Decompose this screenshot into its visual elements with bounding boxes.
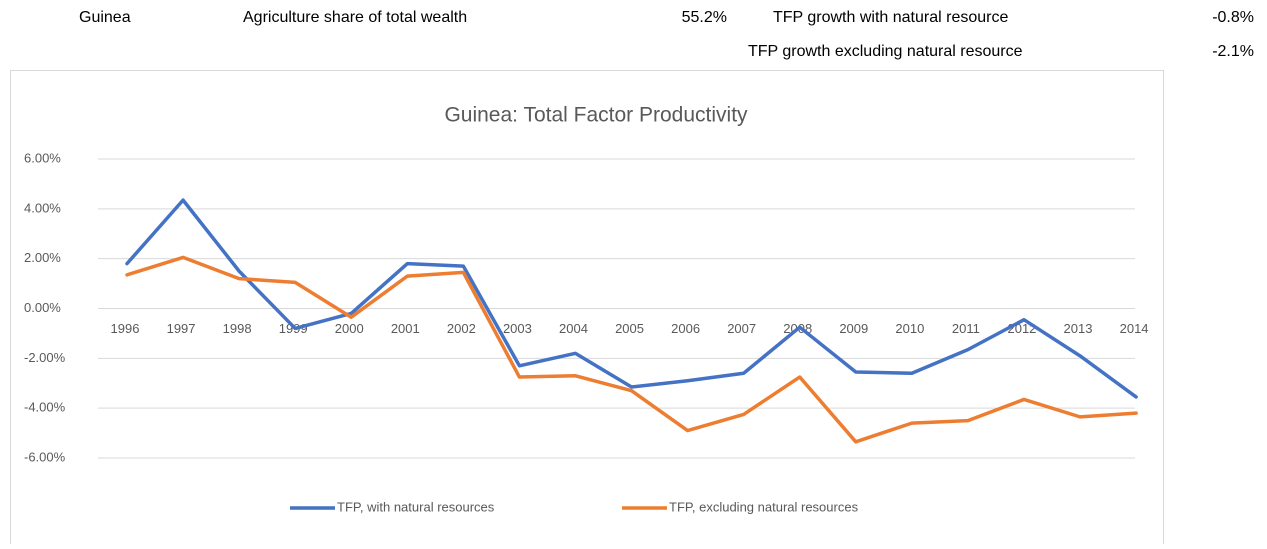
cell: Agriculture share of total wealth — [243, 9, 467, 26]
x-tick-label: 1998 — [223, 321, 252, 336]
y-tick-label: 6.00% — [24, 150, 61, 165]
x-tick-label: 1996 — [111, 321, 140, 336]
x-tick-label: 2014 — [1120, 321, 1149, 336]
cell: TFP growth excluding natural resource — [748, 43, 1023, 60]
x-tick-label: 2001 — [391, 321, 420, 336]
x-tick-label: 2004 — [559, 321, 588, 336]
y-tick-label: 4.00% — [24, 200, 61, 215]
x-tick-label: 2000 — [335, 321, 364, 336]
legend-label: TFP, excluding natural resources — [669, 499, 859, 514]
x-tick-label: 2007 — [727, 321, 756, 336]
cell: TFP growth with natural resource — [773, 9, 1008, 26]
x-tick-label: 2013 — [1064, 321, 1093, 336]
x-tick-label: 2009 — [839, 321, 868, 336]
y-tick-label: 0.00% — [24, 300, 61, 315]
y-tick-label: 2.00% — [24, 250, 61, 265]
series-line — [125, 255, 1138, 444]
y-tick-label: -6.00% — [24, 449, 66, 464]
x-tick-label: 2006 — [671, 321, 700, 336]
cell: -0.8% — [1212, 9, 1254, 26]
chart-title: Guinea: Total Factor Productivity — [444, 104, 748, 127]
y-tick-label: -2.00% — [24, 350, 66, 365]
x-tick-label: 2011 — [952, 321, 980, 336]
cell: -2.1% — [1212, 43, 1254, 60]
cell: Guinea — [79, 9, 131, 26]
x-tick-label: 1997 — [167, 321, 196, 336]
y-tick-label: -4.00% — [24, 400, 66, 415]
x-tick-label: 2002 — [447, 321, 476, 336]
series-line — [125, 198, 1138, 399]
chart-frame — [10, 70, 1164, 549]
x-tick-label: 2005 — [615, 321, 644, 336]
cell: 55.2% — [682, 9, 727, 26]
x-tick-label: 2010 — [895, 321, 924, 336]
legend-label: TFP, with natural resources — [337, 499, 495, 514]
x-tick-label: 2003 — [503, 321, 532, 336]
